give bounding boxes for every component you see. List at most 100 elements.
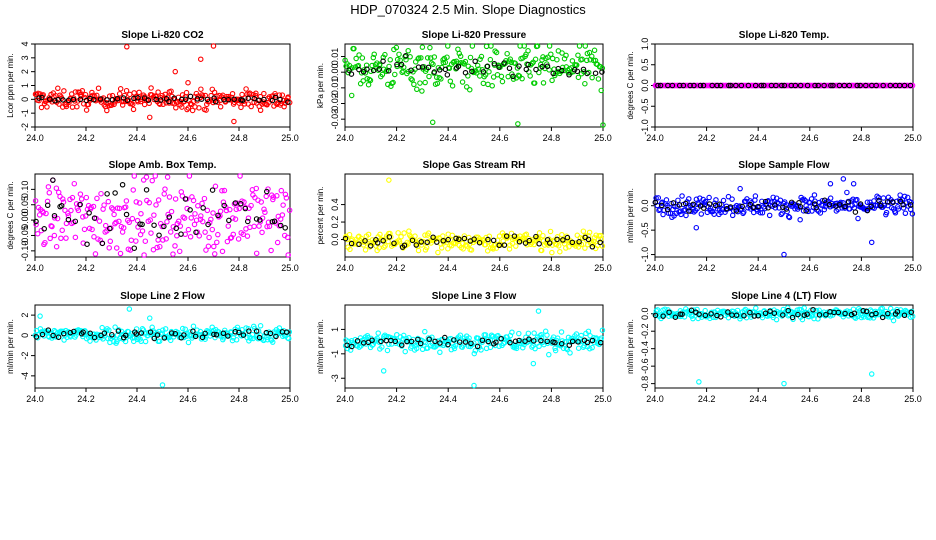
y-tick-label: 0.05 xyxy=(20,196,30,214)
data-point xyxy=(468,340,474,347)
data-point xyxy=(442,59,449,66)
data-point xyxy=(261,96,267,103)
figure-title: HDP_070324 2.5 Min. Slope Diagnostics xyxy=(350,2,586,17)
x-tick-label: 24.6 xyxy=(801,133,819,143)
data-point xyxy=(552,345,558,351)
data-point xyxy=(675,197,681,204)
data-point xyxy=(765,205,771,211)
data-point xyxy=(846,82,853,89)
data-point xyxy=(576,43,583,49)
outlier-point xyxy=(210,43,217,49)
data-point xyxy=(161,223,167,230)
outlier-point xyxy=(535,308,542,314)
data-point xyxy=(575,74,582,81)
data-point xyxy=(68,207,74,214)
data-point xyxy=(848,311,855,318)
data-point xyxy=(234,324,241,331)
data-point xyxy=(151,222,157,228)
data-point xyxy=(161,335,168,341)
data-point xyxy=(552,347,559,354)
y-tick-label: -0.8 xyxy=(640,376,650,392)
data-point xyxy=(582,80,588,87)
data-point xyxy=(492,48,498,54)
data-point xyxy=(414,86,420,93)
data-point xyxy=(869,308,875,315)
data-point xyxy=(778,82,785,89)
data-point xyxy=(167,337,174,344)
data-point xyxy=(221,187,228,194)
data-point xyxy=(418,55,424,61)
data-point xyxy=(816,312,823,318)
data-point xyxy=(40,209,46,216)
data-point xyxy=(402,348,408,355)
data-point xyxy=(440,233,446,239)
data-point xyxy=(401,242,408,249)
data-point xyxy=(513,243,519,249)
x-tick-label: 25.0 xyxy=(594,394,612,404)
data-point xyxy=(204,96,211,103)
data-point xyxy=(597,339,604,346)
outlier-point xyxy=(147,114,153,121)
outlier-point xyxy=(868,239,875,246)
data-point xyxy=(726,82,732,89)
data-point xyxy=(852,209,859,215)
data-point xyxy=(257,323,264,329)
data-point xyxy=(485,236,491,243)
data-point xyxy=(187,234,194,240)
data-point xyxy=(907,202,914,208)
data-point xyxy=(184,205,190,212)
plot-frame xyxy=(344,173,604,258)
x-tick-label: 24.4 xyxy=(128,394,146,404)
data-point xyxy=(272,94,279,101)
x-tick-label: 24.8 xyxy=(230,263,248,273)
data-point xyxy=(461,235,468,242)
data-point xyxy=(185,339,192,346)
outlier-point xyxy=(696,379,702,385)
data-point xyxy=(386,234,393,240)
data-point xyxy=(778,211,784,218)
data-point xyxy=(109,332,115,338)
x-tick-label: 24.0 xyxy=(646,263,664,273)
data-point xyxy=(747,309,753,316)
data-point xyxy=(257,107,264,114)
data-point xyxy=(112,190,118,196)
series-measured xyxy=(652,305,916,387)
data-point xyxy=(400,336,406,342)
data-point xyxy=(225,96,232,103)
data-point xyxy=(895,206,902,212)
data-point xyxy=(120,225,127,231)
data-point xyxy=(757,209,764,216)
data-point xyxy=(879,314,886,321)
data-point xyxy=(417,80,423,86)
series-reference xyxy=(344,334,604,350)
data-point xyxy=(178,231,184,237)
data-point xyxy=(552,339,558,346)
data-point xyxy=(511,233,518,239)
data-point xyxy=(430,61,436,68)
data-point xyxy=(89,89,95,96)
data-point xyxy=(205,243,212,250)
data-point xyxy=(283,329,290,335)
data-point xyxy=(159,330,165,336)
data-point xyxy=(498,73,505,80)
data-point xyxy=(102,222,109,229)
data-point xyxy=(187,207,193,213)
data-point xyxy=(224,238,231,245)
data-point xyxy=(211,331,217,338)
data-point xyxy=(503,233,510,239)
data-point xyxy=(242,205,249,212)
data-point xyxy=(199,93,206,99)
panel-title: Slope Li-820 Pressure xyxy=(422,30,527,41)
data-point xyxy=(689,313,695,319)
data-point xyxy=(185,226,192,233)
data-point xyxy=(456,339,463,345)
data-point xyxy=(86,210,92,216)
data-point xyxy=(431,69,438,75)
data-point xyxy=(733,208,740,214)
data-point xyxy=(580,228,587,234)
data-point xyxy=(157,97,164,103)
data-point xyxy=(558,329,565,335)
data-point xyxy=(894,308,901,315)
data-point xyxy=(47,235,53,242)
data-point xyxy=(348,240,355,247)
